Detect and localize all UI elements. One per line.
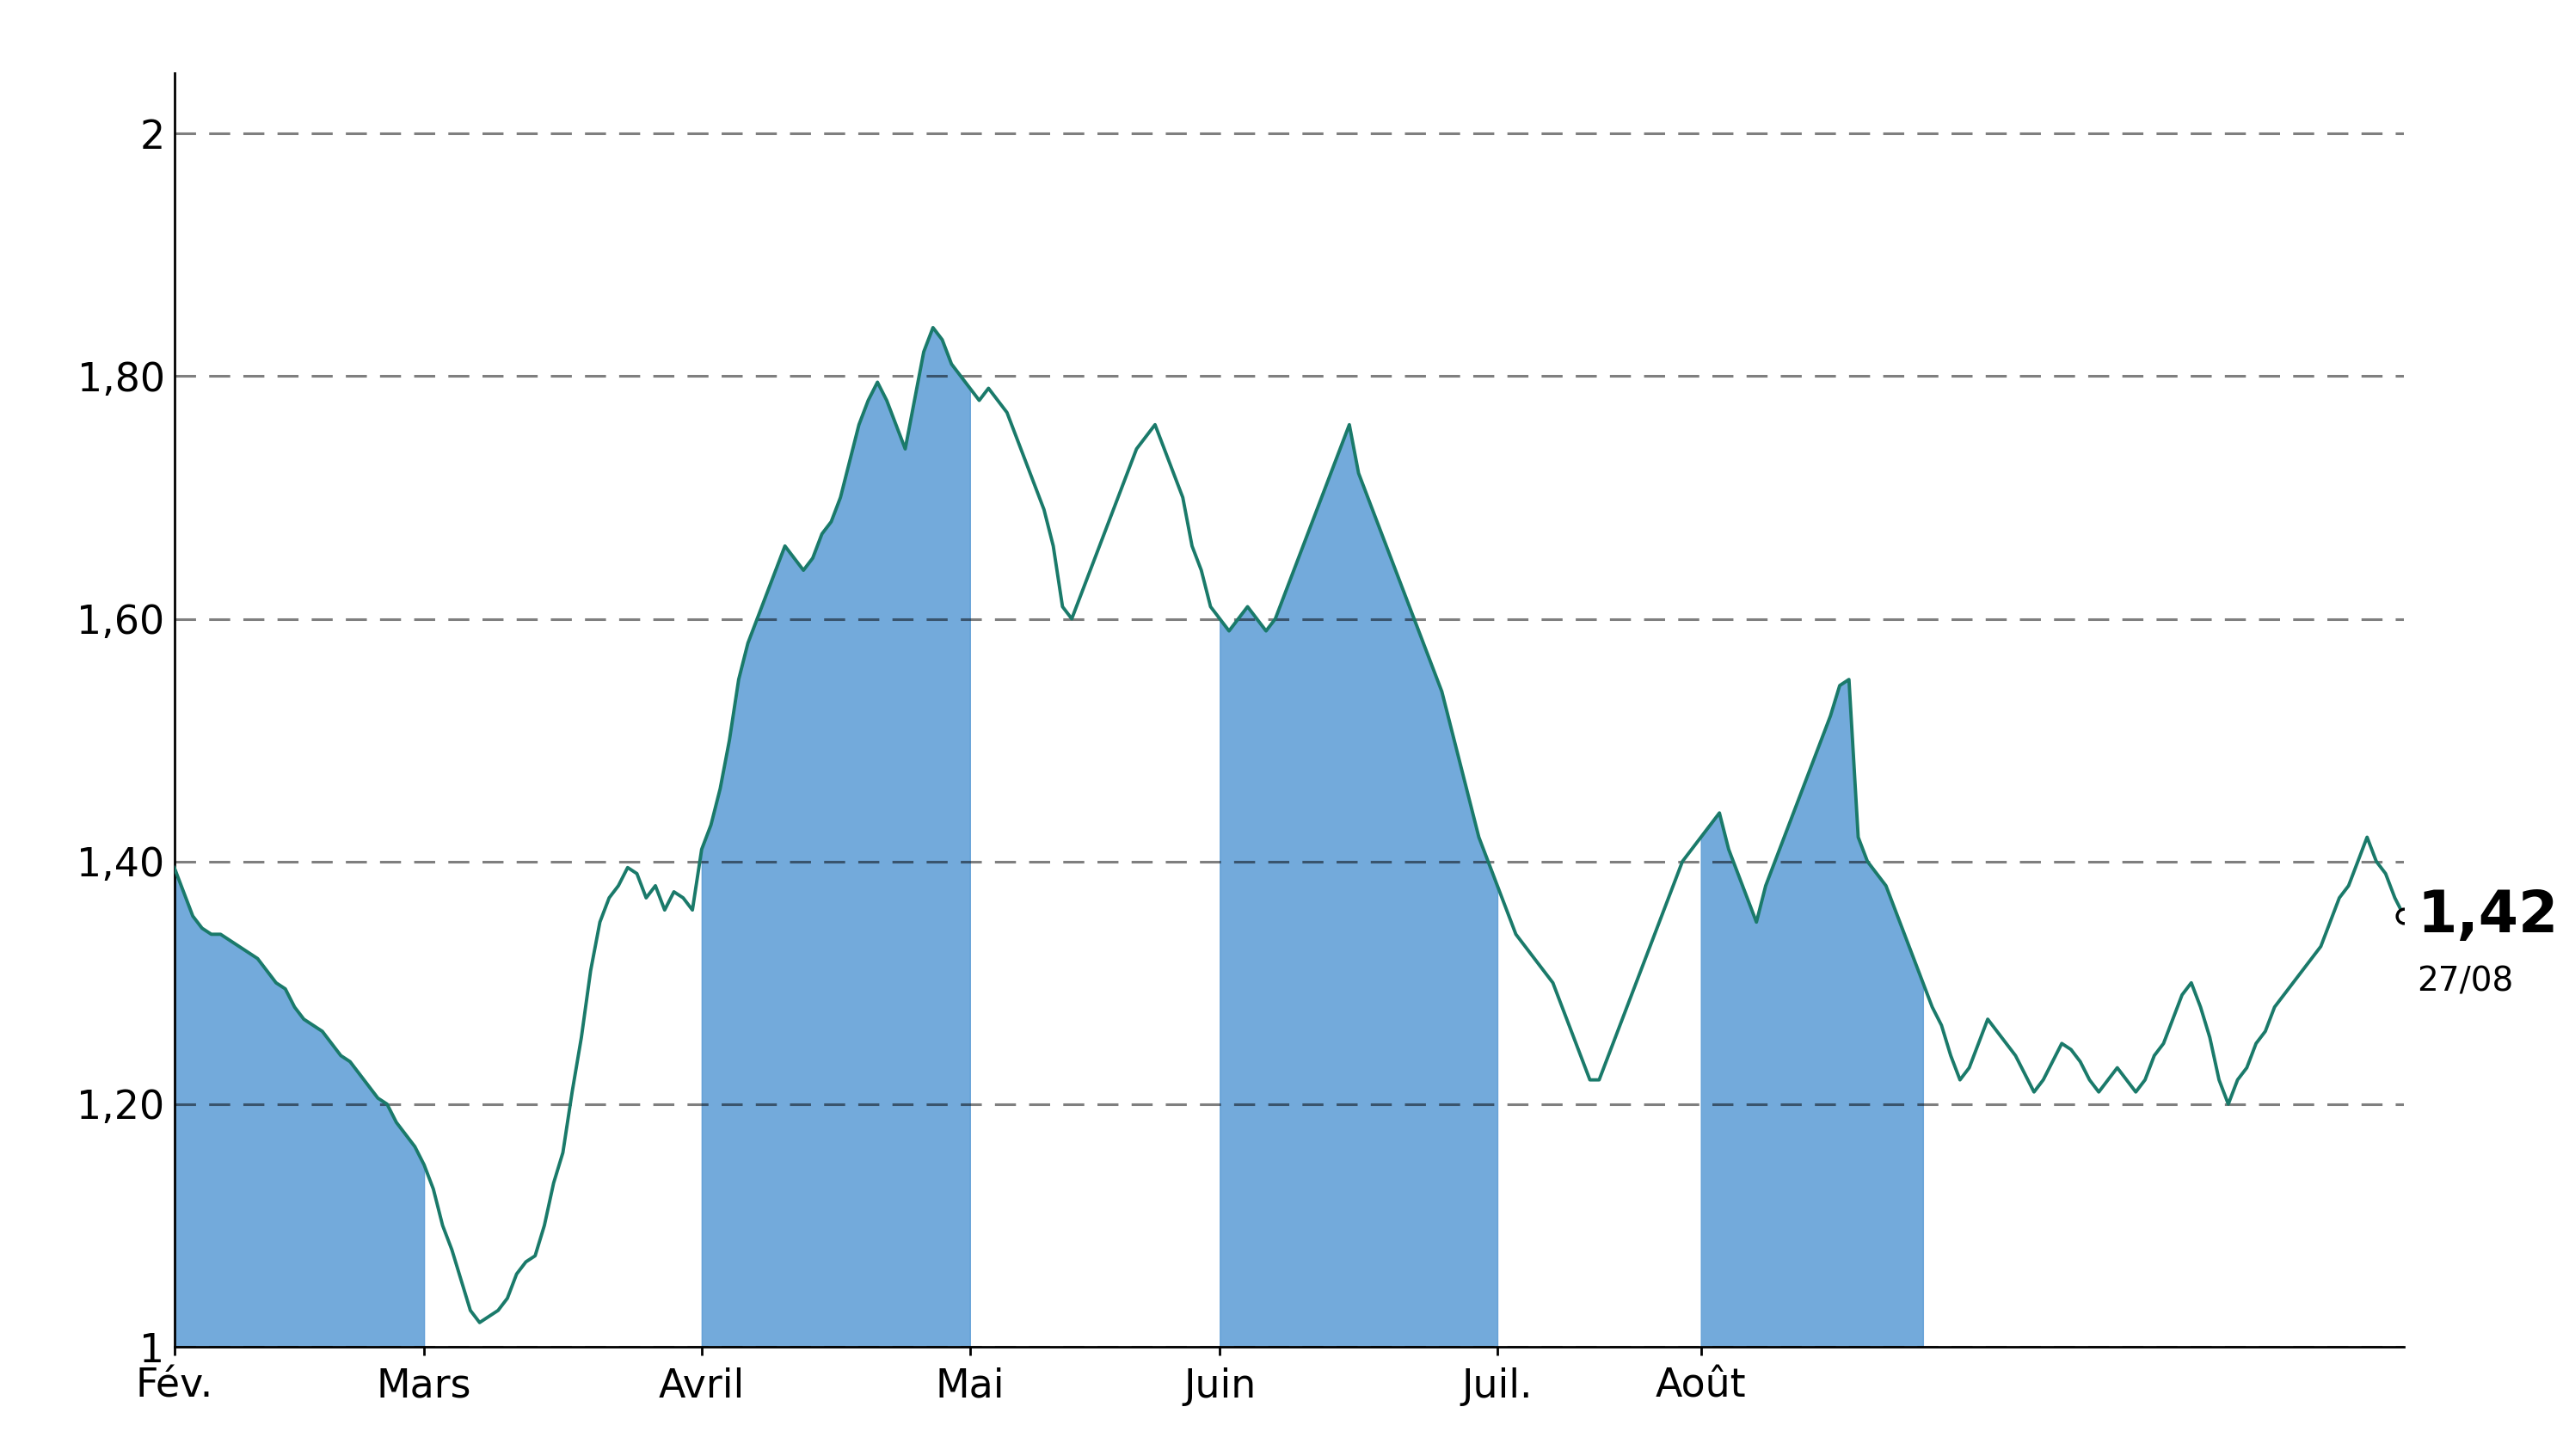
Text: Singulus Technologies AG: Singulus Technologies AG xyxy=(695,20,1868,99)
Text: 1,42: 1,42 xyxy=(2417,888,2558,945)
Text: 27/08: 27/08 xyxy=(2417,965,2514,997)
